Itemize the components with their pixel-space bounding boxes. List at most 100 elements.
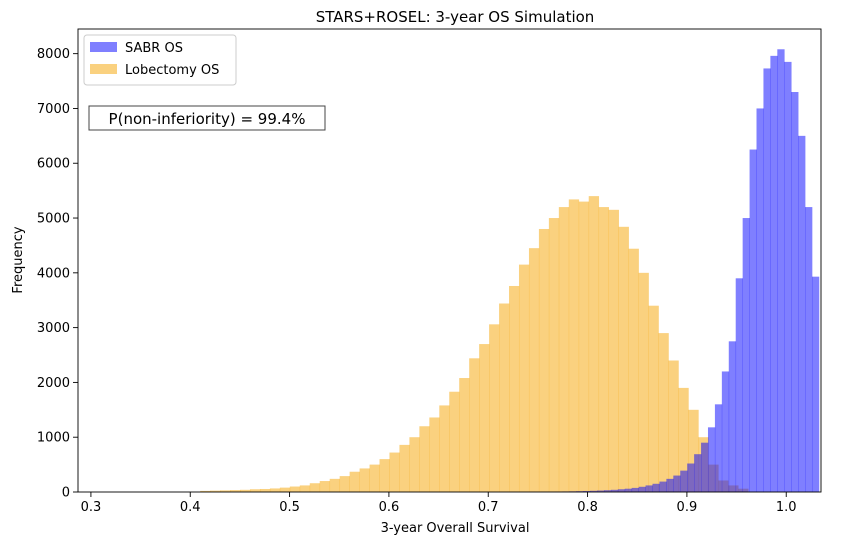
y-tick-label: 3000 bbox=[37, 321, 70, 336]
lobectomy-bar bbox=[249, 489, 261, 492]
sabr-bar bbox=[597, 490, 605, 492]
lobectomy-bar bbox=[469, 358, 480, 492]
sabr-bar bbox=[590, 490, 598, 492]
x-axis-label: 3-year Overall Survival bbox=[381, 521, 530, 536]
lobectomy-bar bbox=[688, 409, 699, 492]
lobectomy-bar bbox=[638, 272, 649, 492]
lobectomy-bar bbox=[309, 483, 321, 492]
sabr-bar bbox=[680, 470, 688, 492]
lobectomy-bar bbox=[409, 437, 420, 492]
legend-label-lobectomy: Lobectomy OS bbox=[125, 63, 219, 78]
lobectomy-bar bbox=[230, 490, 241, 492]
lobectomy-bar bbox=[598, 207, 610, 492]
y-axis-label: Frequency bbox=[11, 226, 26, 293]
sabr-bar bbox=[583, 491, 591, 492]
lobectomy-bar bbox=[588, 196, 600, 492]
lobectomy-bar bbox=[439, 405, 450, 492]
y-tick-label: 7000 bbox=[37, 102, 70, 117]
sabr-bar bbox=[652, 483, 660, 492]
sabr-bar bbox=[721, 371, 730, 492]
y-axis-ticks: 0 1000 2000 3000 4000 5000 6000 7000 8000 bbox=[37, 47, 78, 501]
lobectomy-bar bbox=[568, 199, 580, 492]
sabr-bar bbox=[701, 442, 709, 492]
sabr-bar bbox=[728, 341, 737, 492]
x-tick-label: 1.0 bbox=[776, 500, 797, 515]
lobectomy-bar bbox=[618, 226, 629, 493]
sabr-bar bbox=[770, 55, 778, 492]
lobectomy-bar bbox=[259, 488, 271, 492]
x-tick-label: 0.5 bbox=[279, 500, 300, 515]
sabr-bar bbox=[687, 463, 695, 492]
sabr-bar bbox=[763, 68, 771, 492]
lobectomy-bar bbox=[538, 228, 550, 493]
sabr-bar bbox=[617, 489, 626, 492]
lobectomy-bar bbox=[608, 209, 619, 492]
y-tick-label: 6000 bbox=[37, 157, 70, 172]
lobectomy-bar bbox=[369, 464, 380, 492]
sabr-bar bbox=[756, 108, 764, 492]
sabr-bar bbox=[714, 404, 723, 492]
y-tick-label: 4000 bbox=[37, 266, 70, 281]
lobectomy-bar bbox=[319, 481, 331, 492]
x-tick-label: 0.8 bbox=[577, 500, 598, 515]
lobectomy-bar bbox=[628, 248, 639, 492]
annotation-box bbox=[88, 105, 326, 131]
legend-box bbox=[83, 34, 237, 86]
lobectomy-bar bbox=[279, 487, 291, 492]
annotation: P(non-inferiority) = 99.4% bbox=[88, 105, 326, 131]
legend-label-sabr: SABR OS bbox=[125, 41, 183, 56]
sabr-bar bbox=[791, 92, 799, 492]
lobectomy-bar bbox=[509, 285, 520, 492]
sabr-bar bbox=[603, 490, 612, 492]
lobectomy-bar bbox=[578, 201, 590, 492]
sabr-bar bbox=[673, 475, 681, 492]
legend-swatch-sabr bbox=[90, 42, 117, 52]
x-tick-label: 0.6 bbox=[379, 500, 400, 515]
lobectomy-bar bbox=[399, 444, 410, 492]
lobectomy-bar bbox=[339, 476, 350, 492]
lobectomy-bar bbox=[240, 489, 251, 492]
y-tick-label: 5000 bbox=[37, 212, 70, 227]
sabr-bar bbox=[735, 278, 743, 492]
sabr-bar bbox=[749, 149, 757, 493]
sabr-bar bbox=[742, 218, 750, 493]
lobectomy-bar bbox=[518, 264, 530, 492]
lobectomy-bar bbox=[658, 333, 669, 492]
y-tick-label: 2000 bbox=[37, 376, 70, 391]
sabr-bar bbox=[666, 478, 674, 492]
y-tick-label: 1000 bbox=[37, 431, 70, 446]
sabr-bar bbox=[638, 486, 646, 492]
annotation-text: P(non-inferiority) = 99.4% bbox=[109, 110, 306, 128]
lobectomy-bar bbox=[379, 459, 390, 492]
lobectomy-bar bbox=[289, 486, 301, 492]
chart-title: STARS+ROSEL: 3-year OS Simulation bbox=[316, 8, 595, 26]
y-tick-label: 0 bbox=[62, 486, 70, 501]
lobectomy-bar bbox=[200, 490, 211, 492]
legend: SABR OS Lobectomy OS bbox=[83, 34, 237, 86]
lobectomy-bar bbox=[449, 391, 460, 492]
lobectomy-bar bbox=[548, 218, 560, 493]
sabr-bars bbox=[506, 49, 820, 493]
plot-frame bbox=[77, 28, 822, 493]
y-tick-label: 8000 bbox=[37, 47, 70, 62]
lobectomy-bar bbox=[489, 324, 500, 492]
sabr-bar bbox=[784, 61, 792, 492]
lobectomy-bar bbox=[668, 360, 679, 492]
sabr-bar bbox=[777, 49, 785, 493]
lobectomy-bars bbox=[200, 196, 749, 493]
lobectomy-bar bbox=[499, 303, 510, 492]
lobectomy-bar bbox=[429, 417, 440, 492]
x-tick-label: 0.4 bbox=[180, 500, 201, 515]
lobectomy-bar bbox=[459, 378, 470, 492]
lobectomy-bar bbox=[299, 485, 311, 492]
lobectomy-bar bbox=[389, 452, 400, 492]
lobectomy-bar bbox=[269, 488, 281, 492]
sabr-bar bbox=[805, 207, 813, 492]
lobectomy-bar bbox=[648, 305, 659, 492]
lobectomy-bar bbox=[329, 478, 341, 492]
x-tick-label: 0.7 bbox=[478, 500, 499, 515]
sabr-bar bbox=[631, 487, 639, 492]
sabr-bar bbox=[624, 488, 633, 492]
lobectomy-bar bbox=[220, 490, 231, 492]
